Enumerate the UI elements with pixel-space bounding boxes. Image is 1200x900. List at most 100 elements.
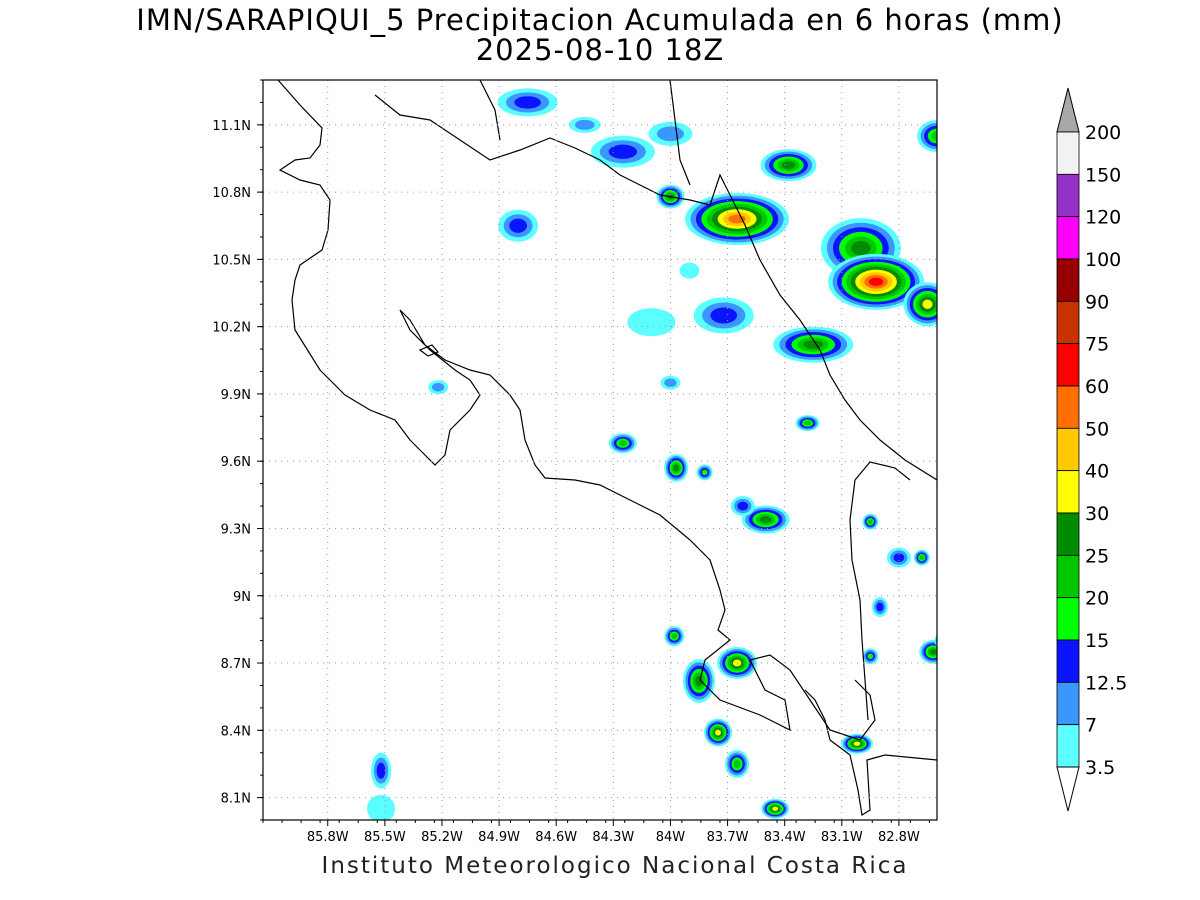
precip-cell [730, 496, 755, 517]
precip-contour [664, 378, 677, 388]
y-tick-label: 8.1N [221, 792, 251, 807]
precip-contour [772, 806, 779, 811]
colorbar-label: 20 [1085, 588, 1109, 610]
precip-cell [886, 547, 911, 568]
colorbar-box [1056, 343, 1080, 387]
precip-cell [917, 120, 937, 153]
burica-peninsula [804, 689, 937, 816]
colorbar-label: 200 [1085, 122, 1121, 144]
precip-cell [903, 282, 937, 327]
precip-contour [868, 519, 873, 525]
y-tick-label: 9.9N [221, 388, 251, 403]
colorbar-box [1056, 131, 1080, 175]
colorbar-label: 100 [1085, 249, 1121, 271]
precip-cell [679, 262, 700, 279]
x-tick-label: 83.1W [821, 830, 863, 845]
colorbar-legend: 3.5 7 12.5 15 20 25 30 40 50 60 75 90 100 120 150 200 [1056, 87, 1127, 812]
y-tick-label: 10.2N [212, 321, 251, 336]
colorbar-box [1056, 470, 1080, 514]
x-tick-label: 85.8W [307, 830, 349, 845]
colorbar-label: 15 [1085, 630, 1109, 652]
x-tick-label: 84.6W [535, 830, 577, 845]
precip-cell [648, 121, 693, 146]
y-tick-label: 10.8N [212, 186, 251, 201]
x-tick-label: 84W [656, 830, 686, 845]
y-tick-label: 8.7N [221, 657, 251, 672]
precip-contour [929, 648, 937, 655]
precip-cell [693, 297, 754, 334]
precip-contour [935, 636, 937, 645]
y-tick-label: 9N [233, 590, 251, 605]
x-tick-label: 85.5W [364, 830, 406, 845]
precip-cell [913, 549, 930, 566]
colorbar-label: 25 [1085, 545, 1109, 567]
map-title: IMN/SARAPIQUI_5 Precipitacion Acumulada … [136, 3, 1064, 37]
precip-cell [627, 308, 676, 337]
precip-contour [945, 639, 949, 643]
precip-contour [944, 638, 950, 643]
precip-contour [627, 308, 676, 337]
precip-cell [590, 135, 655, 168]
graticule [263, 80, 937, 820]
precip-cell [934, 633, 955, 647]
y-tick-label: 10.5N [212, 253, 251, 268]
precip-cell [664, 626, 685, 647]
precip-contour [673, 464, 680, 472]
nicaragua-interior-line [669, 80, 691, 186]
colorbar-min-triangle [1056, 766, 1080, 812]
x-tick-label: 82.8W [878, 830, 920, 845]
colorbar-box [1056, 173, 1080, 218]
precip-contour [804, 420, 811, 426]
y-tick-label: 9.6N [221, 455, 251, 470]
precip-contour [710, 307, 738, 324]
colorbar-label: 7 [1085, 715, 1097, 737]
precip-contour [941, 636, 951, 645]
precip-contour [867, 653, 874, 660]
precip-contour [938, 633, 955, 647]
precip-cell [683, 658, 716, 703]
precip-contour [367, 794, 396, 820]
precipitation-field [367, 88, 955, 820]
colorbar-label: 90 [1085, 291, 1109, 313]
colorbar-label: 30 [1085, 503, 1109, 525]
colorbar-max-triangle [1056, 87, 1080, 133]
nicaragua-lake-shore [479, 80, 501, 141]
precip-contour [679, 262, 700, 279]
precip-contour [876, 602, 884, 612]
precip-cell [685, 193, 790, 246]
colorbar-label: 3.5 [1085, 757, 1115, 779]
colorbar-box [1056, 216, 1080, 260]
colorbar-box [1056, 512, 1080, 556]
axis-ticks: 85.8W 85.5W 85.2W 84.9W 84.6W 84.3W 84W 83.7W 83… [212, 79, 930, 845]
precip-contour [608, 144, 638, 159]
lake-outline [418, 344, 440, 357]
colorbar-box [1056, 258, 1080, 302]
precip-contour [934, 634, 937, 647]
precip-cell [725, 749, 750, 778]
x-tick-label: 83.4W [764, 830, 806, 845]
precip-contour [942, 637, 950, 644]
precip-cell [664, 453, 689, 482]
precip-contour [737, 501, 749, 511]
precip-contour [574, 119, 595, 130]
colorbar-label: 120 [1085, 207, 1121, 229]
precip-cell [828, 253, 925, 310]
precip-contour [432, 382, 445, 392]
x-tick-label: 84.9W [478, 830, 520, 845]
precip-contour [509, 218, 528, 233]
colorbar-box [1056, 597, 1080, 641]
precip-contour [853, 741, 861, 746]
colorbar-label: 150 [1085, 164, 1121, 186]
precip-contour [715, 729, 721, 736]
precip-contour [893, 553, 905, 563]
precip-cell [871, 596, 888, 617]
panama-border-south [849, 479, 869, 721]
precip-cell [919, 639, 937, 664]
caribbean-coastline [724, 184, 937, 481]
x-tick-label: 85.2W [421, 830, 463, 845]
precip-contour [759, 516, 772, 523]
y-tick-label: 11.1N [212, 119, 251, 134]
precip-contour [936, 638, 937, 643]
precip-cell [760, 149, 817, 182]
